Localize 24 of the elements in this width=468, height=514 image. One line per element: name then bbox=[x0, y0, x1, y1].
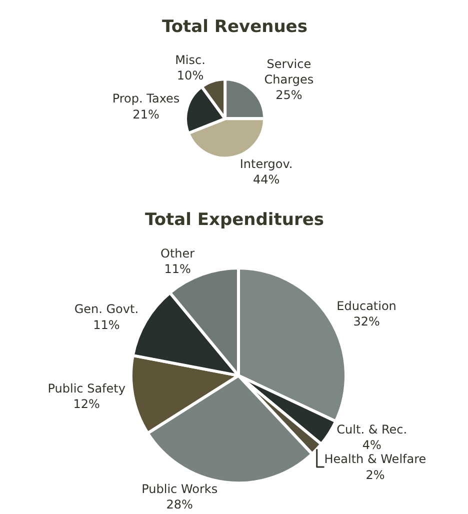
slice-label: Gen. Govt. bbox=[74, 302, 139, 316]
chart-title: Total Expenditures bbox=[145, 210, 324, 230]
data-label: 21% bbox=[132, 107, 160, 122]
slice-label: Misc. bbox=[175, 52, 206, 67]
slice-label: Health & Welfare bbox=[324, 452, 426, 466]
data-label: 10% bbox=[176, 68, 204, 83]
data-label: 11% bbox=[93, 318, 120, 332]
slice-label: Service Charges bbox=[264, 56, 314, 86]
slice-label: Cult. & Rec. bbox=[336, 422, 408, 437]
slice-label: Public Works bbox=[142, 482, 218, 496]
data-label: 12% bbox=[73, 397, 100, 412]
data-label: 4% bbox=[362, 438, 382, 452]
data-label: 2% bbox=[366, 468, 385, 482]
data-label: 11% bbox=[164, 262, 191, 276]
slice-label: Public Safety bbox=[48, 381, 126, 396]
data-label: 44% bbox=[252, 172, 280, 187]
slice-label: Prop. Taxes bbox=[112, 92, 180, 106]
slice-label: Other bbox=[160, 246, 195, 260]
data-label: 32% bbox=[353, 314, 380, 328]
slice-label: Education bbox=[336, 298, 396, 313]
data-label: 28% bbox=[166, 498, 193, 512]
slice-label: Intergov. bbox=[240, 156, 293, 171]
data-label: 25% bbox=[276, 88, 302, 102]
chart-title: Total Revenues bbox=[162, 17, 308, 37]
